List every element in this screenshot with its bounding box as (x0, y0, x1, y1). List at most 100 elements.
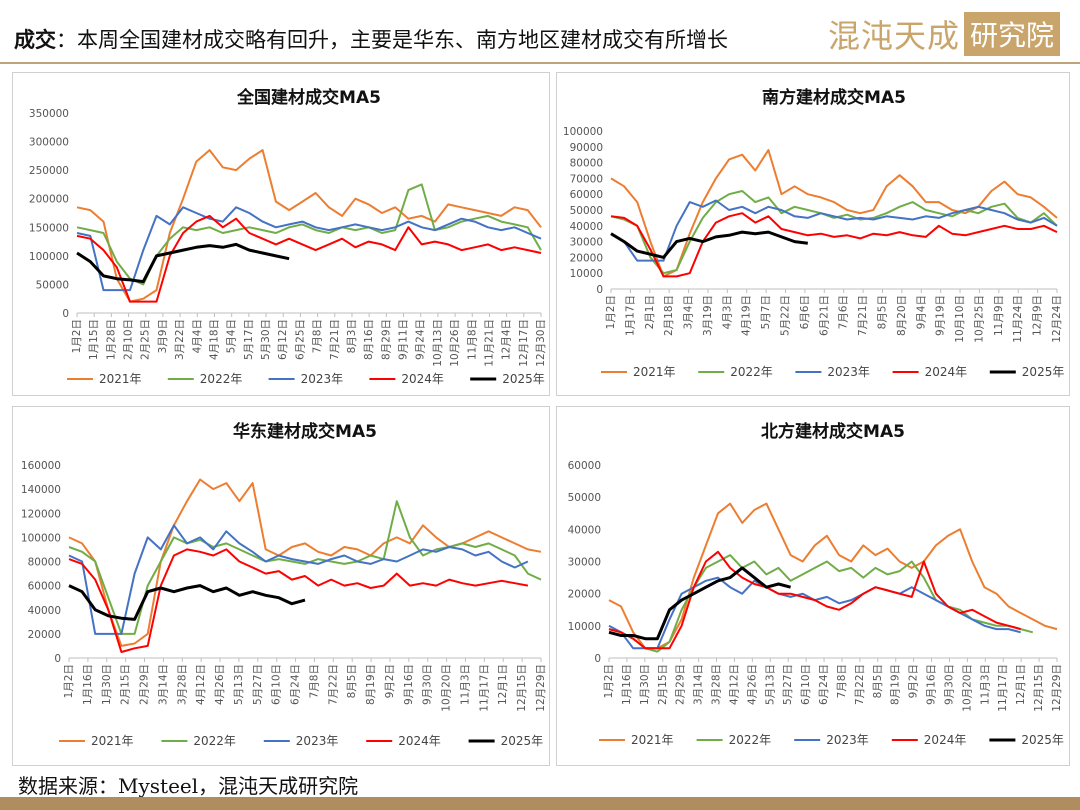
x-tick-label: 2月29日 (139, 664, 151, 705)
series-line (610, 190, 1058, 275)
page-title: 成交：本周全国建材成交略有回升，主要是华东、南方地区建材成交有所增长 (14, 24, 728, 54)
x-tick-label: 12月9日 (1032, 295, 1044, 336)
x-tick-label: 9月2日 (384, 664, 396, 698)
x-tick-label: 3月14日 (693, 664, 705, 705)
x-tick-label: 1月15日 (88, 319, 100, 360)
x-tick-label: 7月21日 (857, 295, 869, 336)
x-tick-label: 3月22日 (174, 319, 186, 360)
page-title-text: ：本周全国建材成交略有回升，主要是华东、南方地区建材成交有所增长 (56, 28, 728, 52)
x-tick-label: 1月30日 (101, 664, 113, 705)
y-tick-label: 80000 (28, 557, 61, 569)
x-tick-label: 3月4日 (683, 295, 695, 329)
x-tick-label: 7月6日 (838, 295, 850, 329)
x-tick-label: 4月18日 (208, 319, 220, 360)
x-tick-label: 10月20日 (441, 664, 453, 712)
series-line (608, 554, 1034, 653)
x-tick-label: 1月2日 (605, 295, 617, 329)
x-tick-label: 6月24日 (818, 664, 830, 705)
page-title-lead: 成交 (14, 27, 56, 52)
series-line (68, 478, 542, 647)
y-tick-label: 80000 (570, 158, 603, 170)
x-tick-label: 5月7日 (760, 295, 772, 329)
x-tick-label: 12月24日 (1051, 295, 1063, 343)
legend-label: 2023年 (301, 372, 344, 386)
x-tick-label: 5月4日 (226, 319, 238, 353)
y-tick-label: 140000 (21, 484, 61, 496)
x-tick-label: 3月9日 (157, 319, 169, 353)
y-tick-label: 40000 (570, 221, 603, 233)
x-tick-label: 8月29日 (380, 319, 392, 360)
y-tick-label: 200000 (29, 194, 69, 206)
legend-label: 2022年 (193, 734, 236, 748)
x-tick-label: 10月10日 (954, 295, 966, 343)
x-tick-label: 6月21日 (818, 295, 830, 336)
y-tick-label: 160000 (21, 460, 61, 472)
x-tick-label: 4月4日 (191, 319, 203, 353)
chart-panel-north: 北方建材成交MA5 0 10000 20000 30000 40000 50000 60000… (556, 406, 1070, 766)
series-line (610, 199, 1058, 262)
x-tick-label: 3月28日 (711, 664, 723, 705)
x-tick-label: 9月30日 (422, 664, 434, 705)
chart-national: 全国建材成交MA5 0 50000 100000 150000 200000 250000 3… (29, 87, 547, 386)
x-tick-label: 5月13日 (764, 664, 776, 705)
y-tick-label: 0 (594, 653, 601, 665)
legend-label: 2023年 (826, 733, 869, 747)
x-tick-label: 4月19日 (741, 295, 753, 336)
x-tick-label: 4月26日 (746, 664, 758, 705)
y-tick-label: 20000 (568, 589, 601, 601)
legend-label: 2023年 (296, 734, 339, 748)
x-tick-label: 12月15日 (1033, 664, 1045, 712)
x-tick-label: 9月24日 (415, 319, 427, 360)
x-tick-label: 8月19日 (890, 664, 902, 705)
x-tick-label: 1月2日 (71, 319, 83, 353)
legend-label: 2022年 (200, 372, 243, 386)
x-tick-label: 7月8日 (308, 664, 320, 698)
x-tick-label: 12月30日 (535, 319, 547, 367)
x-tick-label: 5月27日 (782, 664, 794, 705)
chart-panel-east: 华东建材成交MA5 0 20000 40000 60000 80000 100000 1200… (12, 406, 550, 766)
legend-label: 2025年 (1022, 365, 1065, 379)
x-tick-label: 11月9日 (993, 295, 1005, 336)
x-tick-label: 1月2日 (603, 664, 615, 698)
x-tick-label: 8月5日 (876, 295, 888, 329)
y-tick-label: 60000 (570, 189, 603, 201)
series-line (68, 584, 306, 621)
x-tick-label: 2月15日 (120, 664, 132, 705)
y-tick-label: 60000 (568, 460, 601, 472)
y-tick-label: 50000 (568, 492, 601, 504)
brand-logo-text: 混沌天成 (827, 17, 960, 55)
y-tick-label: 250000 (29, 165, 69, 177)
x-tick-label: 1月17日 (624, 295, 636, 336)
chart-north: 北方建材成交MA5 0 10000 20000 30000 40000 50000 60000… (568, 421, 1064, 747)
y-tick-label: 100000 (21, 532, 61, 544)
x-tick-label: 8月19日 (365, 664, 377, 705)
x-tick-label: 9月16日 (926, 664, 938, 705)
x-tick-label: 12月1日 (1015, 664, 1027, 705)
x-tick-label: 10月13日 (432, 319, 444, 367)
legend-label: 2024年 (925, 365, 968, 379)
x-tick-label: 5月17日 (243, 319, 255, 360)
series-line (608, 502, 1058, 650)
x-tick-label: 1月30日 (639, 664, 651, 705)
x-tick-label: 2月25日 (140, 319, 152, 360)
x-tick-label: 9月2日 (908, 664, 920, 698)
legend-label: 2022年 (730, 365, 773, 379)
x-tick-label: 5月27日 (252, 664, 264, 705)
source-note: 数据来源：Mysteel，混沌天成研究院 (18, 774, 359, 798)
y-tick-label: 30000 (570, 237, 603, 249)
x-tick-label: 2月15日 (657, 664, 669, 705)
series-line (76, 206, 542, 292)
legend-label: 2021年 (99, 372, 142, 386)
chart-title: 全国建材成交MA5 (236, 87, 381, 108)
x-tick-label: 11月8日 (466, 319, 478, 360)
x-tick-label: 11月3日 (979, 664, 991, 705)
x-tick-label: 9月16日 (403, 664, 415, 705)
y-tick-label: 90000 (570, 142, 603, 154)
series-line (610, 149, 1058, 278)
x-tick-label: 3月28日 (176, 664, 188, 705)
x-tick-label: 12月1日 (497, 664, 509, 705)
legend-label: 2024年 (398, 734, 441, 748)
x-tick-label: 1月16日 (82, 664, 94, 705)
legend-label: 2022年 (729, 733, 772, 747)
x-tick-label: 12月4日 (501, 319, 513, 360)
